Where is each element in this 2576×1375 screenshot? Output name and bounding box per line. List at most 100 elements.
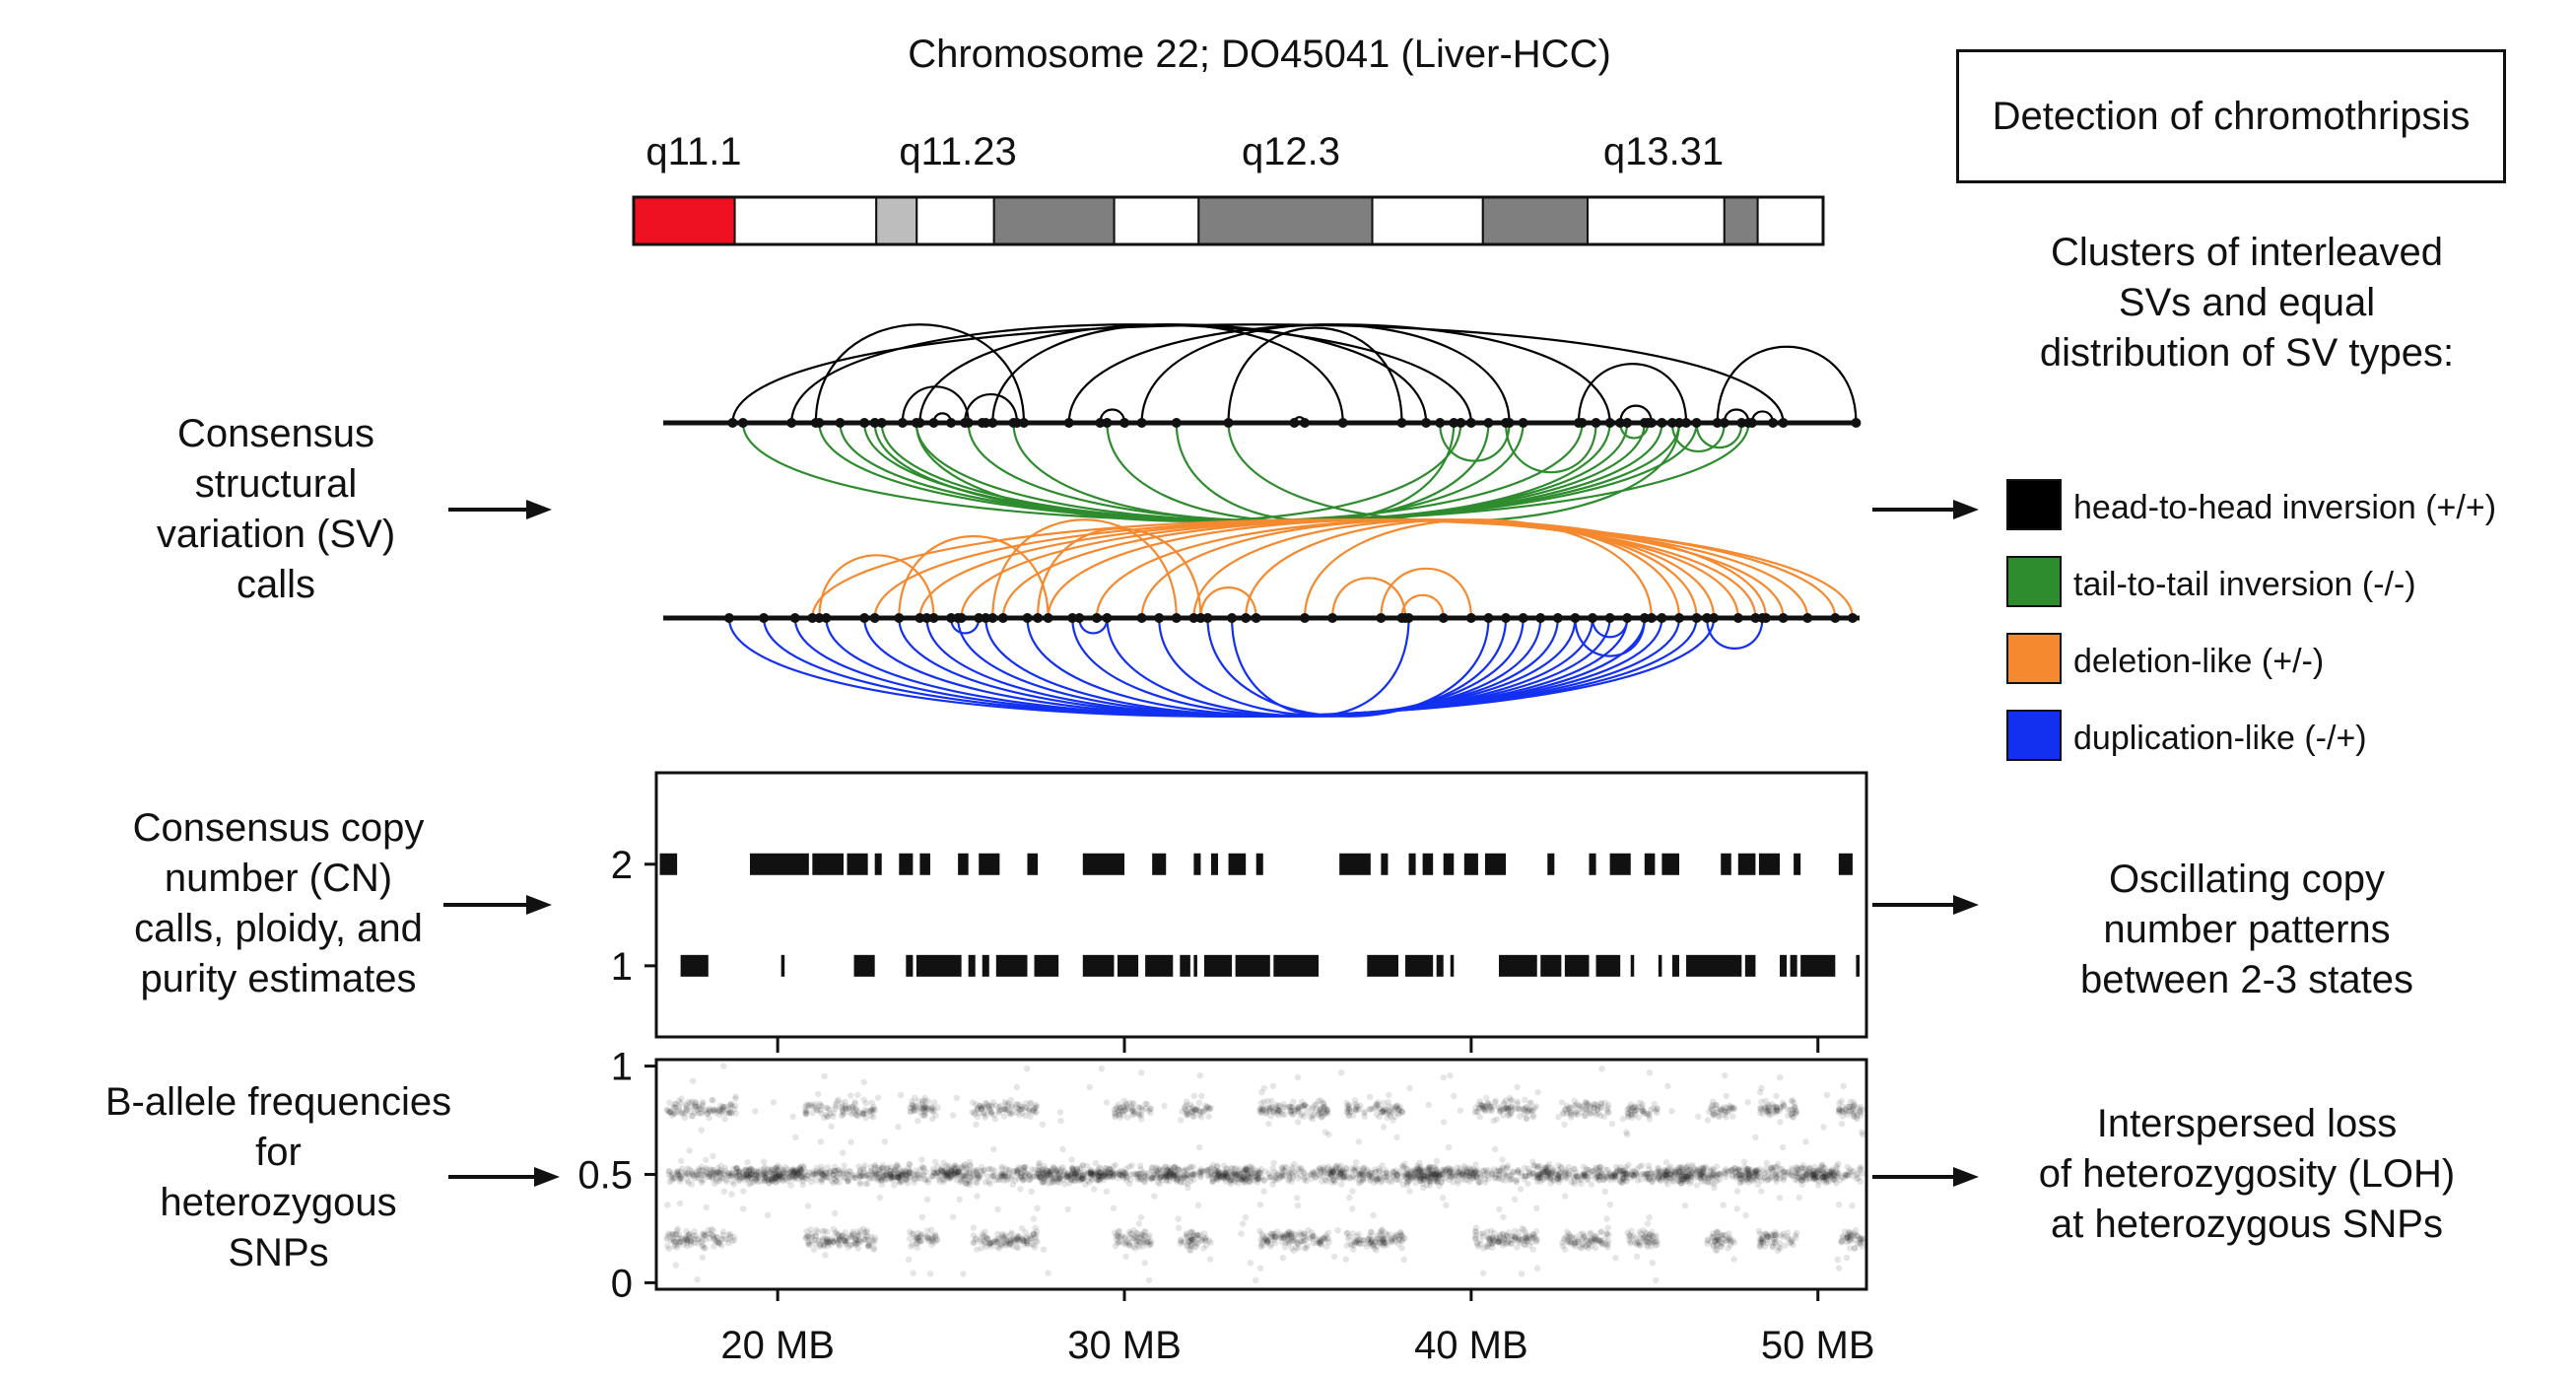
- baf-point: [1257, 1266, 1263, 1272]
- baf-point: [1289, 1112, 1295, 1118]
- breakpoint: [1501, 613, 1511, 623]
- baf-point: [1385, 1242, 1390, 1248]
- baf-point: [940, 1160, 946, 1166]
- baf-point: [819, 1177, 825, 1183]
- baf-point: [1361, 1110, 1367, 1116]
- baf-point: [1202, 1238, 1208, 1244]
- cn-segment: [1451, 955, 1455, 977]
- baf-point: [1016, 1233, 1022, 1239]
- baf-point: [1057, 1173, 1063, 1179]
- baf-point: [889, 1164, 895, 1170]
- baf-point: [1385, 1115, 1390, 1121]
- baf-point: [700, 1099, 706, 1105]
- baf-point: [1598, 1228, 1604, 1234]
- baf-point: [1765, 1177, 1771, 1183]
- breakpoint: [1466, 613, 1476, 623]
- baf-point: [1729, 1104, 1734, 1110]
- breakpoint: [1592, 418, 1601, 428]
- cn-segment: [1759, 854, 1780, 875]
- baf-point: [1198, 1093, 1204, 1099]
- baf-point: [1044, 1168, 1050, 1174]
- baf-point: [1311, 1240, 1317, 1246]
- baf-point: [1519, 1225, 1525, 1231]
- cn-segment: [1856, 955, 1860, 977]
- baf-point: [1500, 1214, 1506, 1220]
- baf-point: [1560, 1243, 1566, 1249]
- baf-point: [1496, 1206, 1502, 1212]
- baf-point: [1068, 1156, 1074, 1162]
- ideogram-band: [1758, 197, 1823, 244]
- baf-point: [1588, 1231, 1593, 1237]
- head-to-head-arc: [992, 324, 1342, 423]
- baf-point: [1842, 1107, 1848, 1113]
- baf-point: [861, 1097, 867, 1103]
- baf-point: [1088, 1170, 1094, 1176]
- baf-point: [1591, 1105, 1596, 1111]
- baf-point: [861, 1229, 867, 1235]
- cn-segment: [847, 854, 868, 875]
- baf-point: [803, 1235, 809, 1241]
- baf-point: [1512, 1197, 1518, 1203]
- baf-point: [1849, 1203, 1855, 1208]
- baf-point: [1223, 1172, 1229, 1178]
- baf-point: [1087, 1084, 1093, 1090]
- baf-point: [923, 1107, 929, 1113]
- baf-point: [1009, 1104, 1015, 1110]
- baf-point: [1200, 1245, 1206, 1251]
- baf-point: [1567, 1108, 1573, 1114]
- baf-point: [1331, 1254, 1337, 1260]
- baf-point: [664, 1234, 670, 1240]
- breakpoint: [1404, 613, 1414, 623]
- baf-point: [1500, 1231, 1506, 1237]
- baf-point: [1756, 1228, 1762, 1234]
- baf-point: [806, 1169, 812, 1175]
- baf-point: [1522, 1165, 1527, 1171]
- baf-point: [1651, 1106, 1657, 1112]
- breakpoint: [807, 613, 817, 623]
- baf-point: [1294, 1195, 1300, 1201]
- baf-point: [963, 1167, 969, 1173]
- cn-segment: [1780, 955, 1787, 977]
- baf-point: [1010, 1182, 1016, 1188]
- baf-point: [1478, 1174, 1484, 1180]
- cn-segment: [1367, 955, 1398, 977]
- breakpoint: [1300, 418, 1310, 428]
- baf-point: [1279, 1173, 1285, 1179]
- baf-point: [1426, 1102, 1432, 1108]
- breakpoint: [1289, 418, 1299, 428]
- baf-point: [1631, 1168, 1637, 1174]
- baf-point: [1858, 1104, 1864, 1110]
- baf-point: [689, 1168, 695, 1174]
- cn-segment: [660, 854, 678, 875]
- baf-point: [1299, 1111, 1305, 1117]
- baf-point: [1353, 1159, 1359, 1165]
- baf-point: [1352, 1097, 1358, 1103]
- baf-point: [1034, 1205, 1040, 1211]
- breakpoint: [1137, 418, 1147, 428]
- baf-point: [1248, 1260, 1254, 1266]
- baf-point: [1580, 1230, 1586, 1236]
- baf-point: [732, 1096, 738, 1102]
- baf-point: [1836, 1202, 1842, 1207]
- tail-to-tail-arc: [743, 423, 1748, 521]
- cn-segment: [983, 955, 989, 977]
- breakpoint: [1802, 613, 1812, 623]
- baf-point: [1492, 1099, 1498, 1105]
- baf-point: [1705, 1236, 1711, 1242]
- baf-point: [983, 1234, 988, 1240]
- breakpoint: [1657, 418, 1666, 428]
- baf-point: [1325, 1230, 1331, 1236]
- breakpoint: [1008, 418, 1018, 428]
- baf-point: [782, 1174, 788, 1180]
- baf-point: [1526, 1100, 1532, 1106]
- baf-point: [1443, 1203, 1449, 1208]
- breakpoint: [960, 418, 970, 428]
- cn-segment: [1409, 854, 1416, 875]
- baf-point: [1159, 1174, 1165, 1180]
- baf-point: [1393, 1134, 1399, 1140]
- baf-point: [1451, 1093, 1457, 1099]
- baf-point: [1840, 1233, 1846, 1239]
- cn-segment: [969, 955, 976, 977]
- baf-point: [711, 1173, 716, 1179]
